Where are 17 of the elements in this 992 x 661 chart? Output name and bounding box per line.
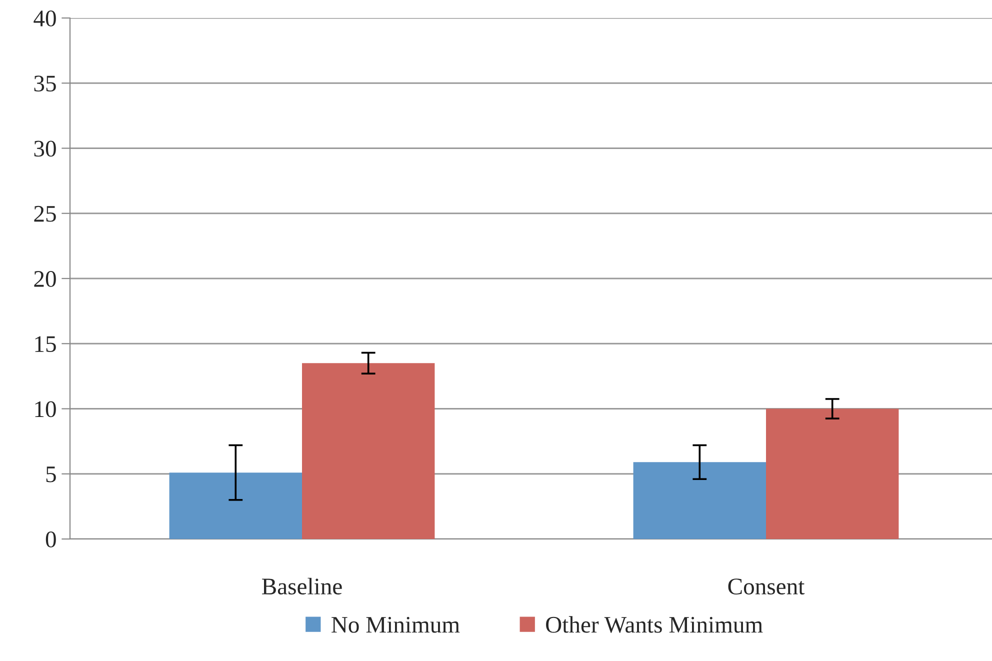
- y-tick-label: 40: [34, 10, 56, 26]
- bar: [633, 462, 766, 539]
- y-tick-label: 0: [46, 531, 56, 548]
- y-tick-label: 35: [34, 76, 56, 92]
- y-tick-label: 30: [34, 140, 56, 157]
- legend-label: No Minimum: [332, 616, 460, 633]
- legend-label: Other Wants Minimum: [546, 616, 763, 633]
- y-tick-label: 20: [34, 270, 56, 287]
- x-tick-label: Consent: [728, 578, 805, 595]
- y-tick-label: 25: [34, 206, 56, 222]
- bar: [766, 408, 899, 539]
- x-tick-label: Baseline: [262, 578, 342, 595]
- y-tick-label: 10: [35, 401, 56, 418]
- y-tick-label: 5: [46, 466, 56, 482]
- y-tick-label: 15: [35, 336, 56, 352]
- bar: [169, 472, 302, 539]
- bar: [302, 363, 435, 539]
